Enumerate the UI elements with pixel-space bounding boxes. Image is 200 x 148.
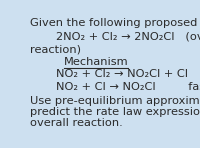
Text: overall reaction.: overall reaction. [30, 118, 122, 128]
Text: NO₂ + Cl₂ → NO₂Cl + Cl    slow: NO₂ + Cl₂ → NO₂Cl + Cl slow [56, 69, 200, 79]
Text: Use pre-equilibrium approximation and: Use pre-equilibrium approximation and [30, 95, 200, 106]
Text: Given the following proposed mechanism: Given the following proposed mechanism [30, 18, 200, 28]
Text: predict the rate law expression for the: predict the rate law expression for the [30, 107, 200, 117]
Text: Mechanism: Mechanism [64, 57, 128, 67]
Text: 2NO₂ + Cl₂ → 2NO₂Cl   (overall: 2NO₂ + Cl₂ → 2NO₂Cl (overall [56, 32, 200, 42]
Text: reaction): reaction) [30, 44, 81, 54]
Text: NO₂ + Cl → NO₂Cl         fast: NO₂ + Cl → NO₂Cl fast [56, 82, 200, 92]
